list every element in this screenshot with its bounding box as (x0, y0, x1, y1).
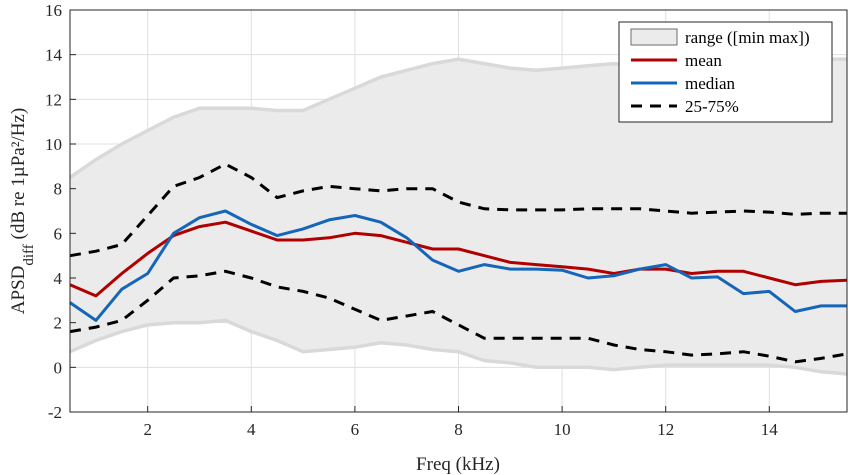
series-layer (69, 162, 848, 364)
legend-label: mean (685, 51, 722, 70)
y-tick-label: 8 (54, 180, 63, 199)
mean-line (69, 220, 848, 298)
x-tick-label: 6 (351, 420, 360, 439)
y-tick-label: 12 (45, 90, 62, 109)
y-tick-label: 0 (54, 358, 63, 377)
legend-label: median (685, 74, 736, 93)
x-axis-label: Freq (kHz) (416, 454, 500, 475)
tick-layer: 2 4 6 8 10 12 14 -2 0 2 4 6 8 10 12 14 16 (45, 1, 778, 439)
x-tick-label: 10 (554, 420, 571, 439)
x-tick-label: 12 (657, 420, 674, 439)
legend-label: range ([min max]) (685, 28, 810, 47)
y-tick-label: 14 (45, 46, 63, 65)
y-tick-label: 16 (45, 1, 62, 20)
y-tick-label: 10 (45, 135, 62, 154)
legend-swatch-range (630, 28, 678, 46)
range-min-line (69, 318, 848, 376)
y-axis-label-main: APSD (8, 266, 29, 315)
y-tick-label: 4 (54, 269, 63, 288)
y-tick-label: 6 (54, 224, 63, 243)
legend-label: 25-75% (685, 97, 739, 116)
x-tick-label: 8 (454, 420, 463, 439)
x-tick-label: 2 (143, 420, 152, 439)
y-tick-label: -2 (48, 403, 62, 422)
y-axis-label-unit: (dB re 1µPa²/Hz) (8, 108, 29, 244)
x-tick-label: 4 (247, 420, 256, 439)
y-axis-label-subscript: diff (21, 244, 37, 265)
x-tick-label: 14 (761, 420, 779, 439)
median-line (69, 209, 847, 322)
y-axis-label: APSDdiff (dB re 1µPa²/Hz) (8, 108, 37, 314)
y-tick-label: 2 (54, 314, 63, 333)
legend: range ([min max]) mean median 25-75% (618, 21, 833, 123)
range-band (70, 59, 847, 374)
q75-line (69, 162, 847, 258)
